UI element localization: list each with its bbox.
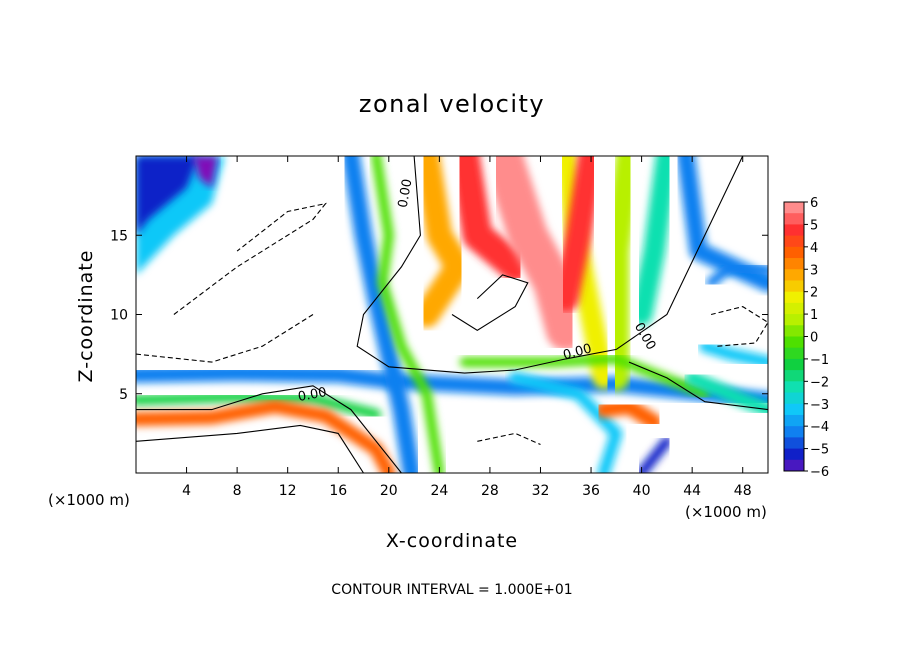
colorbar-tick-label: 2 (810, 286, 818, 301)
contour-dashed-bottom (477, 432, 541, 446)
colorbar-tick-label: −1 (810, 353, 829, 368)
x-tick-label: 28 (481, 483, 499, 499)
x-tick-label: 16 (329, 483, 347, 499)
x-tick-label: 8 (233, 483, 242, 499)
contour-zero-right (628, 361, 768, 411)
contour-interval-note: CONTOUR INTERVAL = 1.000E+01 (331, 582, 572, 598)
colorbar-swatch-blend (784, 235, 804, 248)
y-axis-ticks: 5 10 15 (110, 228, 768, 403)
colorbar-swatch-blend (784, 437, 804, 450)
contour-zero-lower-left (136, 385, 402, 473)
x-tick-label: 20 (380, 483, 398, 499)
colorbar-swatch-blend (784, 302, 804, 315)
contour-label: 0.00 (562, 341, 594, 363)
colorbar-swatch-blend (784, 370, 804, 382)
x-axis-label: X-coordinate (386, 530, 518, 552)
x-tick-label: 40 (633, 483, 651, 499)
pos-plume-red (449, 156, 531, 282)
contour-label: 0.00 (297, 385, 328, 405)
colorbar-tick-label: 3 (810, 263, 818, 278)
colorbar: 6 5 4 3 2 1 0 −1 −2 −3 −4 −5 −6 (783, 196, 829, 480)
y-tick-label: 5 (119, 387, 128, 403)
zero-column-center (371, 156, 445, 473)
neg-region-upper-left-core (136, 156, 200, 236)
contour-dashed-upper-left (173, 202, 327, 315)
neg-band-right-mid (698, 340, 768, 369)
y-tick-label: 15 (110, 228, 128, 244)
heatmap-field: 0.000.000.00 0.00 (136, 156, 768, 473)
colorbar-tick-label: −3 (810, 398, 829, 413)
colorbar-swatch-blend (784, 258, 804, 270)
colorbar-tick-label: 6 (810, 196, 818, 211)
pos-zone-green (603, 156, 642, 391)
velocity-bands (136, 156, 768, 473)
colorbar-swatch-blend (784, 280, 804, 293)
colorbar-tick-label: −5 (810, 443, 829, 458)
colorbar-swatch-blend (784, 459, 804, 472)
colorbar-swatch-blend (784, 347, 804, 360)
colorbar-tick-label: −2 (810, 375, 829, 390)
colorbar-swatch-blend (784, 213, 804, 225)
x-axis-ticks: 4 8 12 16 20 24 28 32 36 40 44 48 (182, 156, 752, 499)
pos-blob-lower (595, 398, 663, 431)
contour-label: 0.00 (396, 178, 416, 209)
pos-plume-yellow (413, 156, 472, 328)
pos-zero-band-left (136, 391, 382, 420)
colorbar-tick-label: −4 (810, 420, 829, 435)
pos-band-lower-left (136, 399, 396, 473)
contour-loop-center (451, 274, 529, 332)
neg-column-center (341, 156, 421, 473)
x-unit-right: (×1000 m) (685, 503, 767, 521)
neg-ring-right (706, 261, 768, 288)
zero-band-center (459, 353, 710, 399)
neg-band-lower-right (685, 370, 768, 417)
neg-zone-cyan (630, 156, 678, 326)
contour-lower-left-thin (136, 424, 364, 473)
x-tick-label: 4 (182, 483, 191, 499)
colorbar-tick-label: 1 (810, 308, 818, 323)
colorbar-swatch-blend (784, 392, 804, 405)
colorbar-tick-label: −6 (810, 465, 829, 480)
x-tick-label: 36 (582, 483, 600, 499)
x-tick-label: 44 (683, 483, 701, 499)
colorbar-tick-label: 0 (810, 331, 818, 346)
neg-region-upper-left-peak (192, 156, 219, 188)
x-tick-label: 32 (532, 483, 550, 499)
contour-dashed-right (710, 306, 768, 347)
neg-blob-bottom (636, 436, 672, 473)
chart-title: zonal velocity (359, 90, 545, 118)
colorbar-tick-label: 4 (810, 241, 818, 256)
colorbar-swatch-blend (784, 325, 804, 337)
x-unit-left: (×1000 m) (48, 491, 130, 509)
y-axis-label: Z-coordinate (75, 250, 97, 383)
x-tick-label: 24 (430, 483, 448, 499)
x-tick-label: 12 (279, 483, 297, 499)
contour-zero-main (356, 156, 744, 374)
y-tick-label: 10 (110, 308, 128, 324)
colorbar-tick-label: 5 (810, 218, 818, 233)
x-tick-label: 48 (734, 483, 752, 499)
colorbar-swatch-blend (784, 414, 804, 427)
pos-plume-right-red (552, 156, 604, 312)
